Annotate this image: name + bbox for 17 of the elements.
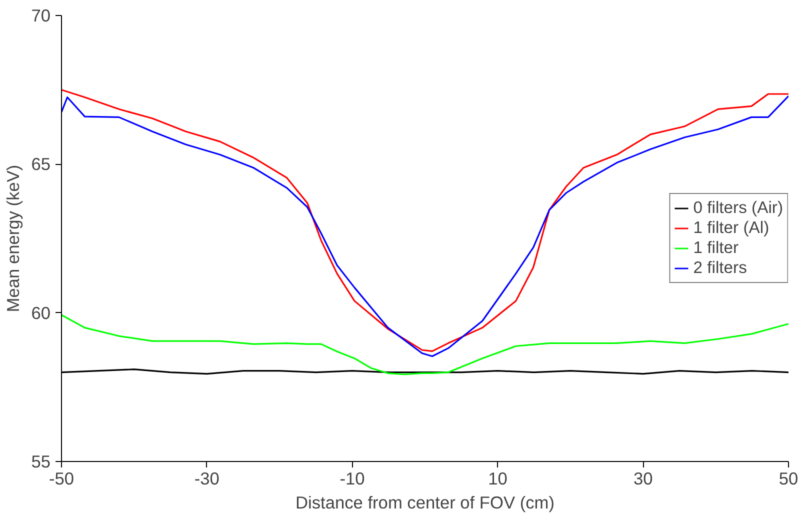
legend-label: 0 filters (Air) xyxy=(693,198,783,218)
legend-label: 2 filters xyxy=(693,258,747,278)
line-series xyxy=(62,314,788,376)
y-tick-label: 65 xyxy=(31,154,51,174)
x-tick-label: -30 xyxy=(194,468,220,488)
x-axis-title: Distance from center of FOV (cm) xyxy=(295,492,555,512)
y-axis-title: Mean energy (keV) xyxy=(3,164,24,312)
x-tick-label: 30 xyxy=(633,468,653,488)
y-tick-label: 70 xyxy=(31,6,51,26)
x-tick-label: -10 xyxy=(340,468,365,488)
x-tick-label: 10 xyxy=(488,468,508,488)
x-tick-label: -50 xyxy=(48,468,74,488)
y-tick-label: 60 xyxy=(31,302,51,323)
legend-label: 1 filter xyxy=(693,238,739,258)
legend-label: 1 filter (Al) xyxy=(693,218,770,238)
y-tick-label: 55 xyxy=(31,452,51,472)
x-tick-label: 50 xyxy=(778,468,798,488)
